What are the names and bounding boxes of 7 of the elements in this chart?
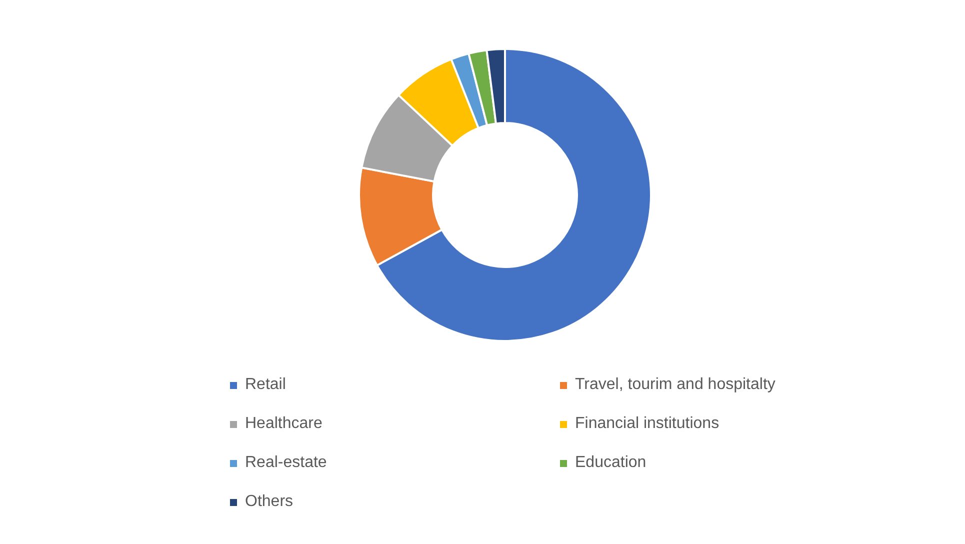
legend-label: Retail: [245, 376, 286, 394]
legend-label: Healthcare: [245, 415, 322, 433]
legend-label: Financial institutions: [575, 415, 720, 433]
legend-label: Travel, tourim and hospitalty: [575, 376, 776, 394]
legend-label: Education: [575, 454, 646, 472]
legend-label: Others: [245, 493, 294, 511]
legend-label: Real-estate: [245, 454, 327, 472]
